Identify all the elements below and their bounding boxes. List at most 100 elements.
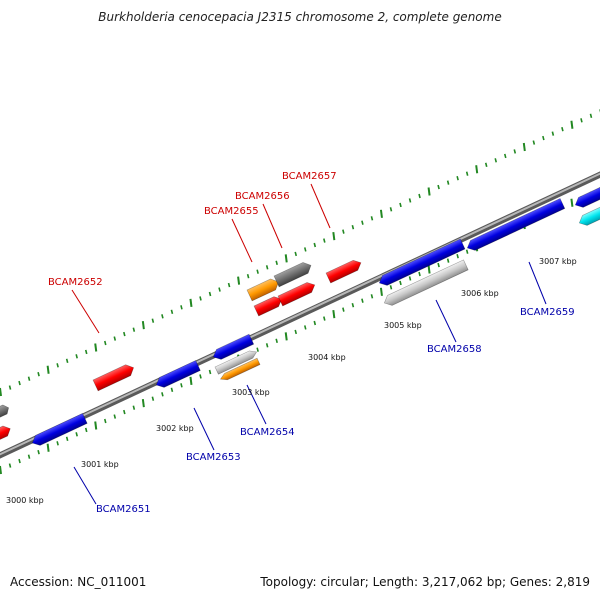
- chromosome-backbone: [0, 171, 600, 459]
- outer-tick-mark: [456, 175, 459, 181]
- inner-tick-mark: [389, 285, 393, 290]
- outer-tick-mark: [103, 340, 107, 346]
- outer-tick-mark: [313, 242, 317, 248]
- inner-tick-mark: [180, 383, 183, 388]
- outer-tick-mark: [408, 198, 412, 203]
- inner-tick-mark: [275, 338, 278, 344]
- label-leader-line: [262, 203, 283, 249]
- label-leader-line: [435, 299, 457, 343]
- outer-tick-mark: [361, 220, 364, 225]
- outer-tick-mark: [170, 309, 174, 315]
- gene-label-bcam2651: BCAM2651: [96, 504, 151, 515]
- outer-tick-track: [0, 109, 600, 397]
- inner-tick-mark: [323, 316, 326, 321]
- outer-tick-mark: [94, 343, 98, 352]
- outer-tick-mark: [437, 184, 440, 190]
- scale-label: 3004 kbp: [308, 353, 346, 362]
- inner-tick-mark: [294, 329, 298, 335]
- outer-tick-mark: [123, 331, 126, 337]
- inner-tick-mark: [56, 441, 59, 446]
- outer-tick-mark: [418, 193, 421, 199]
- gene-label-bcam2654: BCAM2654: [240, 427, 295, 438]
- outer-tick-mark: [370, 216, 374, 221]
- inner-tick-mark: [18, 458, 21, 464]
- outer-tick-mark: [379, 209, 383, 218]
- outer-tick-mark: [446, 180, 450, 185]
- label-leader-line: [231, 218, 253, 263]
- gene-orange: [219, 357, 261, 381]
- inner-tick-mark: [465, 249, 469, 254]
- inner-tick-mark: [332, 309, 336, 319]
- inner-tick-mark: [8, 463, 12, 468]
- label-leader-line: [246, 384, 267, 425]
- scale-label: 3005 kbp: [384, 321, 422, 330]
- outer-tick-mark: [8, 385, 12, 390]
- outer-tick-mark: [141, 321, 145, 330]
- outer-tick-mark: [199, 296, 202, 301]
- outer-tick-mark: [323, 238, 326, 243]
- outer-tick-mark: [303, 247, 307, 252]
- inner-tick-mark: [284, 332, 288, 341]
- inner-tick-mark: [437, 262, 440, 268]
- outer-tick-mark: [580, 118, 583, 123]
- gene-bcam2659: [466, 198, 566, 251]
- inner-tick-mark: [0, 465, 2, 475]
- inner-tick-mark: [399, 280, 402, 286]
- inner-tick-mark: [379, 287, 383, 296]
- gene-red: [277, 282, 316, 307]
- outer-tick-mark: [284, 254, 288, 263]
- outer-tick-mark: [475, 165, 479, 174]
- gene-blue: [212, 333, 255, 360]
- outer-tick-mark: [265, 265, 269, 270]
- outer-tick-mark: [551, 131, 555, 136]
- outer-tick-mark: [570, 120, 574, 129]
- gene-labels: BCAM2651 BCAM2652 BCAM2653 BCAM2654 BCAM2655…: [48, 171, 575, 515]
- label-leaders: [71, 183, 547, 505]
- gene-light-grey: [214, 350, 258, 375]
- outer-tick-mark: [503, 153, 507, 159]
- outer-tick-mark: [465, 171, 469, 176]
- inner-tick-mark: [132, 405, 136, 410]
- outer-tick-mark: [351, 224, 355, 230]
- outer-tick-mark: [161, 314, 164, 319]
- inner-tick-mark: [161, 392, 164, 397]
- scale-label: 3007 kbp: [539, 257, 577, 266]
- scale-label: 3001 kbp: [81, 460, 119, 469]
- outer-tick-mark: [484, 162, 488, 168]
- inner-tick-mark: [141, 399, 145, 408]
- outer-tick-mark: [18, 380, 21, 386]
- label-leader-line: [71, 289, 100, 334]
- outer-tick-mark: [46, 365, 50, 374]
- outer-tick-mark: [132, 327, 136, 332]
- inner-tick-mark: [37, 449, 40, 455]
- gene-label-bcam2655: BCAM2655: [204, 206, 259, 217]
- inner-tick-mark: [208, 369, 212, 375]
- gene-grey: [0, 404, 9, 420]
- outer-tick-mark: [151, 318, 155, 323]
- inner-tick-mark: [446, 258, 450, 263]
- inner-tick-mark: [418, 271, 421, 277]
- gene-cyan: [578, 206, 600, 226]
- inner-tick-mark: [123, 409, 126, 415]
- outer-tick-mark: [589, 113, 593, 119]
- outer-tick-mark: [256, 269, 259, 274]
- outer-tick-mark: [218, 287, 221, 292]
- scale-label: 3006 kbp: [461, 289, 499, 298]
- scale-label: 3000 kbp: [6, 496, 44, 505]
- gene-bcam2652: [92, 364, 134, 392]
- outer-tick-mark: [246, 273, 250, 279]
- outer-tick-mark: [332, 231, 336, 241]
- inner-tick-mark: [570, 198, 574, 207]
- inner-tick-mark: [265, 343, 269, 348]
- outer-tick-mark: [56, 363, 59, 368]
- accession-text: Accession: NC_011001: [10, 575, 147, 589]
- inner-tick-mark: [351, 302, 355, 308]
- gene-bcam2655: [246, 278, 279, 302]
- scale-labels: 3000 kbp 3001 kbp 3002 kbp 3003 kbp 3004 kbp…: [6, 257, 577, 505]
- gene-label-bcam2652: BCAM2652: [48, 277, 103, 288]
- outer-tick-mark: [399, 202, 402, 208]
- gene-blue: [378, 238, 466, 286]
- label-leader-line: [73, 466, 97, 505]
- inner-tick-mark: [370, 294, 374, 299]
